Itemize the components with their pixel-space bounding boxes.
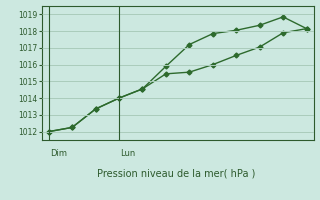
Text: Dim: Dim: [50, 148, 67, 158]
Text: Lun: Lun: [121, 148, 136, 158]
Text: Pression niveau de la mer( hPa ): Pression niveau de la mer( hPa ): [97, 169, 255, 179]
